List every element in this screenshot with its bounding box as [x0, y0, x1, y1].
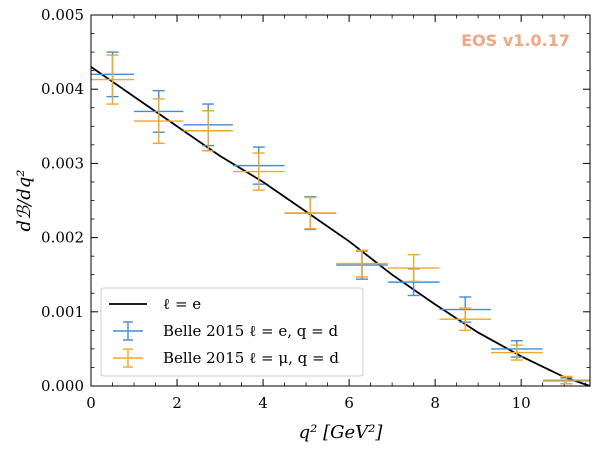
y-axis-label: dℬ/dq² [14, 170, 35, 232]
y-tick-label: 0.000 [41, 377, 84, 395]
error-bar-point [183, 110, 233, 152]
legend-entry-electron: Belle 2015 ℓ = e, q = d [163, 322, 338, 340]
x-tick-label: 6 [344, 394, 354, 412]
legend: ℓ = e Belle 2015 ℓ = e, q = d Belle 2015… [100, 287, 364, 377]
x-tick-label: 4 [258, 394, 268, 412]
error-bar-point [336, 249, 388, 278]
y-tick-label: 0.004 [41, 80, 84, 98]
error-bar-point [134, 98, 184, 145]
error-bar-point [284, 196, 337, 230]
tick-labels: 0 2 4 6 8 10 0.000 0.001 0.002 0.003 0.004 0.005 [41, 6, 531, 412]
watermark: EOS v1.0.17 [461, 31, 570, 50]
error-bar-point [542, 375, 590, 385]
x-axis-label: q² [GeV²] [299, 422, 384, 443]
y-tick-label: 0.003 [41, 154, 84, 172]
error-bar-point [232, 152, 285, 191]
legend-box [100, 287, 364, 377]
theory-curve [90, 66, 591, 387]
error-bar-point [387, 253, 440, 283]
x-tick-label: 0 [86, 394, 96, 412]
error-bars [91, 51, 590, 385]
axis-ticks [90, 14, 590, 387]
y-tick-label: 0.001 [41, 303, 84, 321]
error-bar-point [439, 307, 492, 332]
plot-frame [90, 14, 591, 387]
error-bar-point [91, 54, 135, 105]
theory-line [90, 66, 591, 387]
y-tick-label: 0.005 [41, 6, 84, 24]
legend-electron-sample [113, 321, 143, 341]
error-bar-point [491, 344, 543, 361]
x-tick-label: 8 [430, 394, 440, 412]
x-tick-label: 2 [172, 394, 182, 412]
x-tick-label: 10 [512, 394, 531, 412]
y-tick-label: 0.002 [41, 229, 84, 247]
legend-entry-line: ℓ = e [163, 295, 201, 313]
legend-muon-sample [113, 348, 143, 368]
legend-entry-muon: Belle 2015 ℓ = μ, q = d [163, 349, 339, 367]
